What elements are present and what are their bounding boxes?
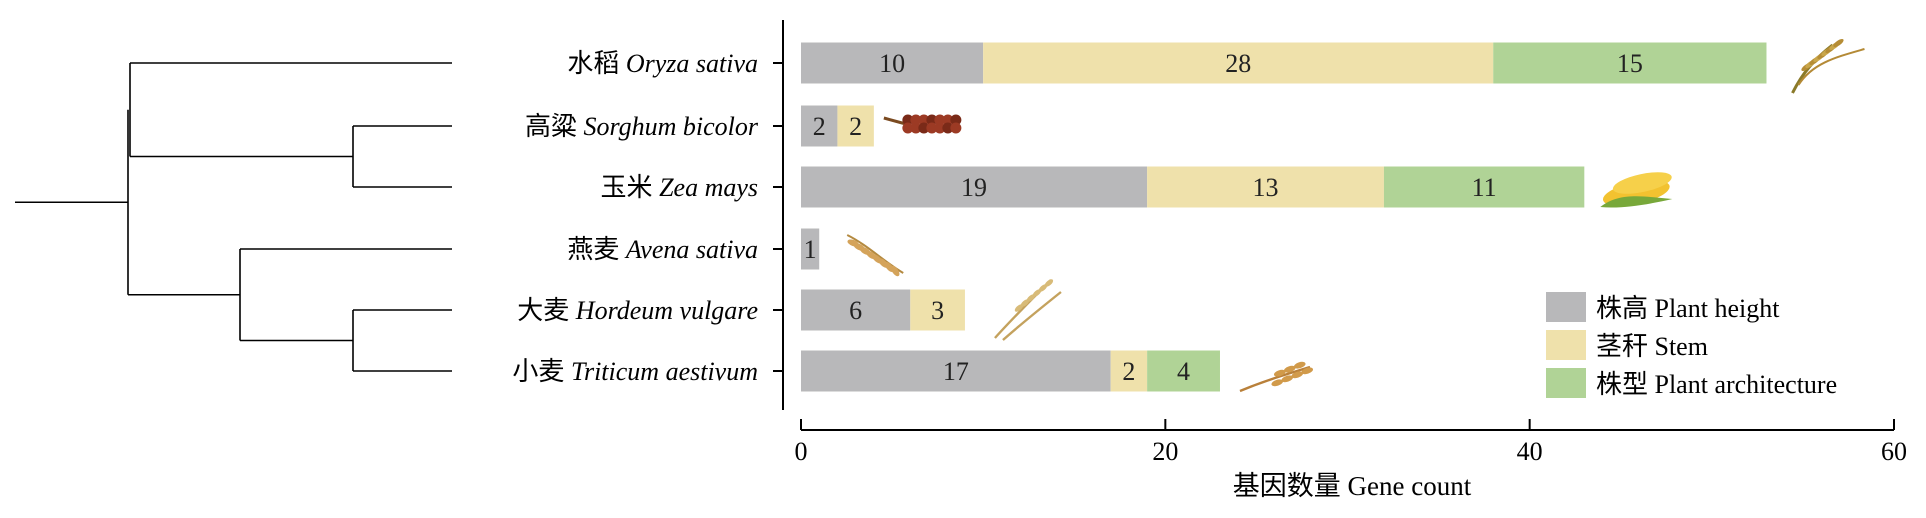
bar-value-label: 11	[1472, 173, 1497, 202]
bar-value-label: 28	[1225, 49, 1251, 78]
sorghum-seed	[934, 122, 946, 134]
wheat-grain	[1271, 379, 1284, 387]
bar-value-label: 2	[849, 112, 862, 141]
sorghum-seed	[950, 122, 962, 134]
bar-value-label: 2	[813, 112, 826, 141]
bar-value-label: 10	[879, 49, 905, 78]
bar-value-label: 13	[1253, 173, 1279, 202]
barley-grain	[1014, 304, 1024, 312]
category-label-zea-mays: 玉米 Zea mays	[601, 173, 758, 202]
sorghum-seed	[942, 122, 954, 134]
legend-swatch-1	[1546, 330, 1586, 360]
sorghum-seed	[910, 114, 922, 126]
legend-label-1: 茎秆 Stem	[1596, 332, 1708, 361]
barley-icon	[994, 279, 1062, 341]
sorghum-seed	[942, 114, 954, 126]
bar-zea-mays-series-1	[1147, 166, 1384, 208]
legend-swatch-2	[1546, 368, 1586, 398]
oat-icon	[846, 234, 904, 277]
x-tick-label-0: 0	[795, 437, 808, 466]
legend-label-0: 株高 Plant height	[1596, 294, 1780, 323]
bar-sorghum-bicolor-series-0	[801, 105, 838, 147]
legend: 株高 Plant height 茎秆 Stem 株型 Plant architect…	[1546, 292, 1837, 399]
wheat-grain	[1301, 367, 1314, 375]
bar-value-label: 17	[943, 357, 969, 386]
wheat-grain	[1273, 369, 1286, 377]
sorghum-seed	[918, 122, 930, 134]
barley-stem-2	[1002, 291, 1062, 341]
x-axis-title: 基因数量 Gene count	[1233, 471, 1472, 501]
corn-husk	[1600, 196, 1673, 208]
bar-value-label: 1	[804, 235, 817, 264]
bar-triticum-aestivum-series-0	[801, 350, 1111, 392]
barley-grain	[1032, 289, 1042, 297]
legend-swatch-0	[1546, 292, 1586, 322]
sorghum-icon	[883, 114, 962, 134]
axes: 0 20 40 60	[773, 20, 1907, 466]
crop-icons	[846, 39, 1865, 393]
phylogenetic-tree	[15, 62, 452, 372]
bar-value-label: 4	[1177, 357, 1190, 386]
sorghum-seed	[926, 122, 938, 134]
sorghum-seed	[926, 114, 938, 126]
bar-zea-mays-series-0	[801, 166, 1148, 208]
category-label-triticum-aestivum: 小麦 Triticum aestivum	[512, 357, 758, 386]
category-label-avena-sativa: 燕麦 Avena sativa	[567, 235, 758, 264]
corn-cob-2	[1612, 172, 1672, 194]
bar-value-label: 2	[1122, 357, 1135, 386]
rice-awn	[1797, 48, 1865, 86]
sorghum-seed	[902, 122, 914, 134]
bar-avena-sativa-series-0	[801, 228, 820, 270]
sorghum-seed	[934, 114, 946, 126]
wheat-grain	[1291, 371, 1304, 379]
bar-triticum-aestivum-series-2	[1147, 350, 1220, 392]
sorghum-seed	[950, 114, 962, 126]
bar-oryza-sativa-series-2	[1493, 42, 1767, 84]
wheat-grain	[1283, 365, 1296, 373]
bar-value-label: 19	[961, 173, 987, 202]
category-label-oryza-sativa: 水稻 Oryza sativa	[567, 49, 758, 78]
bar-value-label: 15	[1617, 49, 1643, 78]
rice-icon	[1791, 39, 1865, 94]
barley-grain	[1026, 294, 1036, 302]
oat-grain	[890, 265, 900, 277]
bar-hordeum-vulgare-series-1	[910, 289, 965, 331]
category-label-hordeum-vulgare: 大麦 Hordeum vulgare	[517, 296, 758, 325]
barley-grain	[1038, 284, 1048, 292]
category-label-sorghum-bicolor: 高粱 Sorghum bicolor	[525, 112, 759, 141]
bar-hordeum-vulgare-series-0	[801, 289, 911, 331]
sorghum-seed	[902, 114, 914, 126]
legend-label-2: 株型 Plant architecture	[1596, 370, 1837, 399]
x-tick-label-60: 60	[1881, 437, 1907, 466]
category-labels: 水稻 Oryza sativa 高粱 Sorghum bicolor 玉米 Zea …	[512, 49, 758, 386]
sorghum-stem	[883, 116, 907, 126]
bar-value-label: 6	[849, 296, 862, 325]
x-tick-label-20: 20	[1152, 437, 1178, 466]
wheat-icon	[1239, 361, 1314, 393]
barley-grain	[1044, 279, 1054, 287]
bar-zea-mays-series-2	[1383, 166, 1585, 208]
bar-sorghum-bicolor-series-1	[837, 105, 874, 147]
x-tick-label-40: 40	[1517, 437, 1543, 466]
wheat-grain	[1293, 361, 1306, 369]
bar-value-label: 3	[931, 296, 944, 325]
rice-grain	[1833, 39, 1844, 47]
corn-icon	[1600, 172, 1673, 208]
sorghum-seed	[918, 114, 930, 126]
bar-oryza-sativa-series-0	[801, 42, 984, 84]
bar-triticum-aestivum-series-1	[1110, 350, 1148, 392]
wheat-grain	[1281, 375, 1294, 383]
bar-oryza-sativa-series-1	[983, 42, 1494, 84]
sorghum-seed	[910, 122, 922, 134]
wheat-stem	[1239, 365, 1311, 393]
barley-grain	[1020, 299, 1030, 307]
